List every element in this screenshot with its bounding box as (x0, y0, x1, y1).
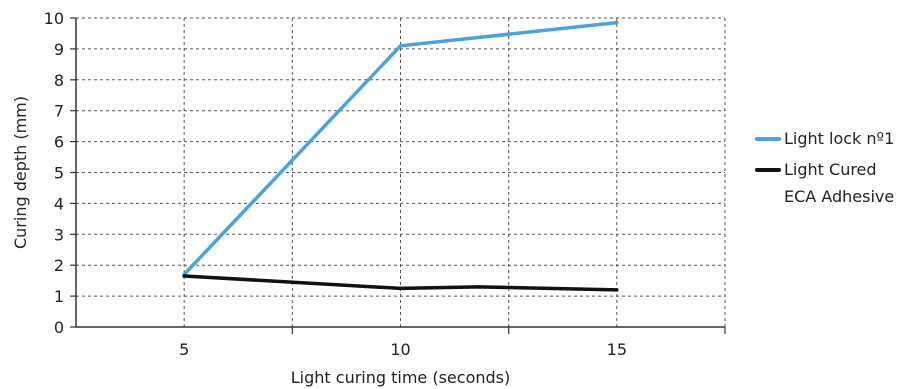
y-tick-label: 5 (54, 164, 64, 183)
y-tick-label: 7 (54, 102, 64, 121)
legend: Light lock nº1 Light Cured ECA Adhesive (755, 129, 894, 206)
legend-label-1: Light lock nº1 (784, 129, 894, 148)
y-tick-label: 8 (54, 71, 64, 90)
series-line-2 (182, 274, 619, 292)
x-axis-title: Light curing time (seconds) (291, 368, 510, 387)
x-tick-label: 15 (607, 340, 627, 359)
x-tick-label: 10 (390, 340, 410, 359)
series-lines (182, 20, 619, 292)
y-tick-label: 0 (54, 318, 64, 337)
y-tick-labels: 0 1 2 3 4 5 6 7 8 9 10 (44, 9, 76, 337)
x-tick-label: 5 (179, 340, 189, 359)
y-tick-label: 2 (54, 256, 64, 275)
y-tick-label: 4 (54, 194, 64, 213)
x-tick-labels: 5 10 15 (179, 327, 726, 359)
y-tick-label: 9 (54, 40, 64, 59)
y-axis-title: Curing depth (mm) (11, 96, 30, 249)
legend-label-2: Light Cured ECA Adhesive (784, 160, 894, 206)
y-tick-label: 10 (44, 9, 64, 28)
y-tick-label: 6 (54, 133, 64, 152)
series-line-1 (182, 20, 619, 277)
y-tick-label: 3 (54, 225, 64, 244)
grid-lines (76, 17, 726, 327)
y-tick-label: 1 (54, 287, 64, 306)
